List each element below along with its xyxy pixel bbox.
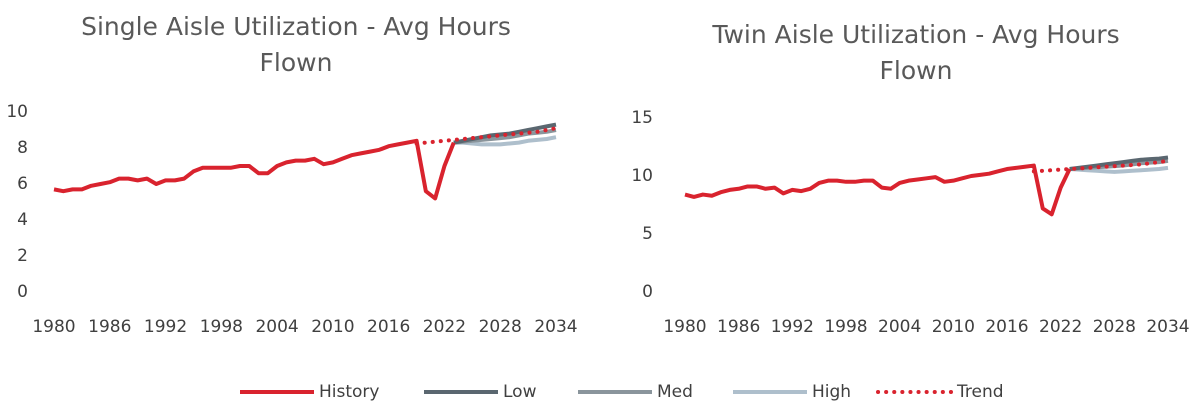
chart-title: Single Aisle Utilization - Avg Hours Flo… <box>81 12 511 77</box>
y-tick-label: 8 <box>17 138 28 158</box>
y-tick-label: 4 <box>17 210 28 230</box>
series-line <box>453 135 557 147</box>
series-line <box>1069 165 1169 174</box>
x-tick-label: 1998 <box>200 317 243 337</box>
x-tick-label: 1992 <box>144 317 187 337</box>
x-tick-label: 1986 <box>717 317 760 337</box>
x-tick-label: 1998 <box>824 317 867 337</box>
legend-label: High <box>812 382 851 402</box>
x-tick-label: 2022 <box>423 317 466 337</box>
legend-label: Low <box>503 382 537 402</box>
x-tick-label: 2016 <box>367 317 410 337</box>
x-tick-label: 1980 <box>32 317 75 337</box>
legend-label: Trend <box>956 382 1004 402</box>
y-tick-label: 5 <box>642 224 653 244</box>
x-tick-label: 2028 <box>479 317 522 337</box>
x-tick-label: 2016 <box>985 317 1028 337</box>
y-tick-label: 15 <box>631 108 653 128</box>
x-tick-label: 2034 <box>534 317 577 337</box>
x-tick-label: 2004 <box>255 317 298 337</box>
legend-label: Med <box>657 382 693 402</box>
x-tick-label: 2034 <box>1146 317 1189 337</box>
series-line <box>684 163 1072 217</box>
y-tick-label: 10 <box>631 166 653 186</box>
series-line <box>1069 155 1169 172</box>
x-tick-label: 2010 <box>932 317 975 337</box>
x-tick-label: 2010 <box>311 317 354 337</box>
x-tick-label: 1986 <box>88 317 131 337</box>
legend-label: History <box>319 382 379 402</box>
series-line <box>1031 158 1170 174</box>
y-tick-label: 0 <box>642 282 653 302</box>
x-tick-label: 2022 <box>1039 317 1082 337</box>
series-line <box>414 126 558 146</box>
chart-title: Twin Aisle Utilization - Avg Hours Flown <box>712 20 1120 85</box>
x-tick-label: 1992 <box>771 317 814 337</box>
y-tick-label: 0 <box>17 282 28 302</box>
series-line <box>53 138 456 201</box>
y-tick-label: 6 <box>17 174 28 194</box>
x-tick-label: 1980 <box>663 317 706 337</box>
y-tick-label: 10 <box>6 102 28 122</box>
x-tick-label: 2028 <box>1093 317 1136 337</box>
x-tick-label: 2004 <box>878 317 921 337</box>
y-tick-label: 2 <box>17 246 28 266</box>
